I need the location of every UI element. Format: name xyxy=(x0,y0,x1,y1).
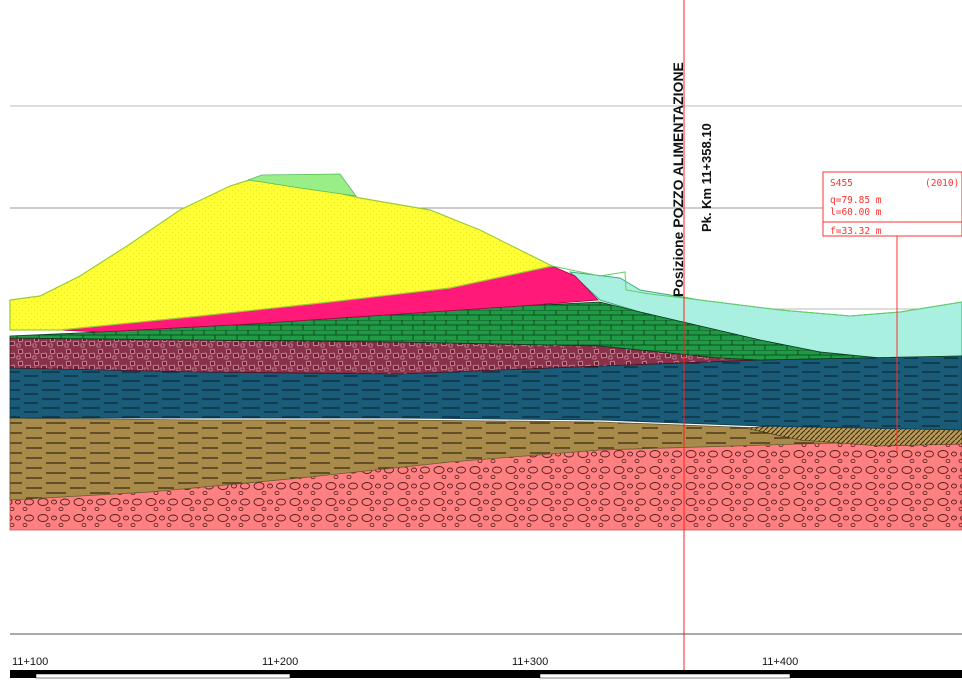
scale-bar xyxy=(10,670,962,682)
borehole-length: l=60.00 m xyxy=(830,207,882,218)
chainage-tick-11-300: 11+300 xyxy=(512,656,548,668)
borehole-id: S455 xyxy=(830,178,853,189)
well-chainage: Pk. Km 11+358.10 xyxy=(699,123,714,232)
borehole-year: (2010) xyxy=(925,178,959,189)
well-title: Posizione POZZO ALIMENTAZIONE xyxy=(670,62,686,297)
chainage-tick-11-400: 11+400 xyxy=(762,656,798,668)
chainage-tick-11-100: 11+100 xyxy=(12,656,48,668)
chainage-tick-11-200: 11+200 xyxy=(262,656,298,668)
borehole-elevation: q=79.85 m xyxy=(830,195,882,206)
borehole-water-depth: f=33.32 m xyxy=(830,226,882,237)
